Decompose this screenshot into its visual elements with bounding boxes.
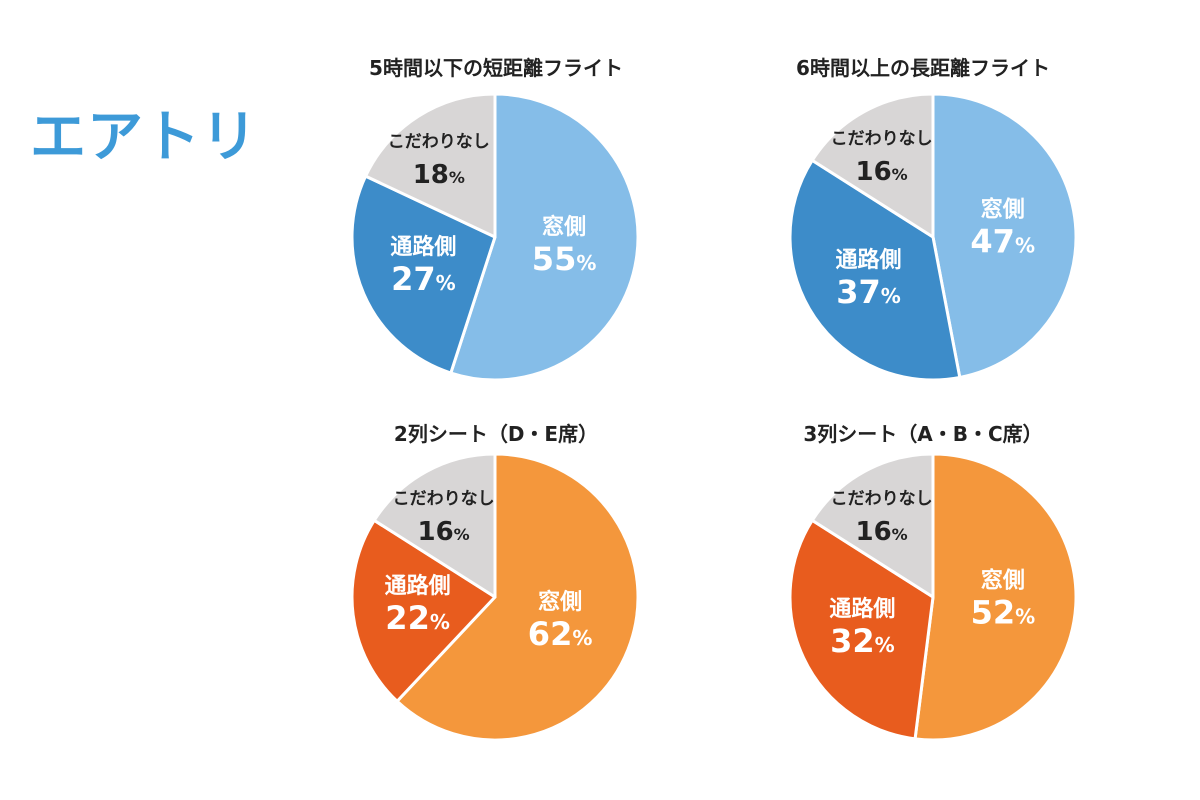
pie-slice-aisle [788, 158, 962, 382]
slice-value-window: 52% [971, 593, 1036, 631]
slice-value-no-preference: 18% [413, 160, 465, 190]
chart-title-three-seat-row: 3列シート（A・B・C席） [803, 422, 1043, 446]
slice-value-aisle: 27% [391, 260, 456, 298]
slice-label-window: 窓側 [981, 196, 1025, 222]
slice-value-no-preference: 16% [855, 157, 907, 187]
slice-value-aisle: 37% [836, 273, 901, 311]
slice-value-no-preference: 16% [417, 517, 469, 547]
chart-title-short-haul: 5時間以下の短距離フライト [369, 56, 623, 80]
slice-label-aisle: 通路側 [390, 234, 456, 260]
slice-label-window: 窓側 [538, 589, 582, 615]
slice-value-aisle: 22% [385, 599, 450, 637]
pie-slice-no-preference [810, 92, 935, 239]
pie-slice-aisle [350, 174, 497, 375]
slice-value-no-preference: 16% [855, 517, 907, 547]
slice-label-aisle: 通路側 [835, 247, 901, 273]
slice-value-window: 62% [528, 615, 593, 653]
pie-slice-window [913, 452, 1078, 742]
pie-slice-aisle [350, 518, 497, 703]
slice-value-aisle: 32% [830, 622, 895, 660]
pie-slice-no-preference [364, 92, 497, 239]
slice-value-window: 47% [970, 222, 1035, 260]
pie-slice-window [931, 92, 1078, 379]
slice-label-aisle: 通路側 [829, 596, 895, 622]
pie-slice-window [395, 452, 640, 742]
chart-title-two-seat-row: 2列シート（D・E席） [393, 422, 599, 446]
slice-label-window: 窓側 [542, 214, 586, 240]
slice-label-no-preference: こだわりなし [393, 489, 495, 509]
pie-slice-no-preference [810, 452, 935, 599]
slice-label-aisle: 通路側 [385, 573, 451, 599]
airtrip-logo: エアトリ [30, 105, 258, 170]
pie-slice-no-preference [372, 452, 497, 599]
pie-slice-window [449, 92, 640, 382]
slice-label-window: 窓側 [981, 567, 1025, 593]
slice-label-no-preference: こだわりなし [831, 489, 933, 509]
slice-label-no-preference: こだわりなし [388, 132, 490, 152]
slice-label-no-preference: こだわりなし [831, 129, 933, 149]
chart-title-long-haul: 6時間以上の長距離フライト [796, 56, 1050, 80]
slice-value-window: 55% [532, 240, 597, 278]
